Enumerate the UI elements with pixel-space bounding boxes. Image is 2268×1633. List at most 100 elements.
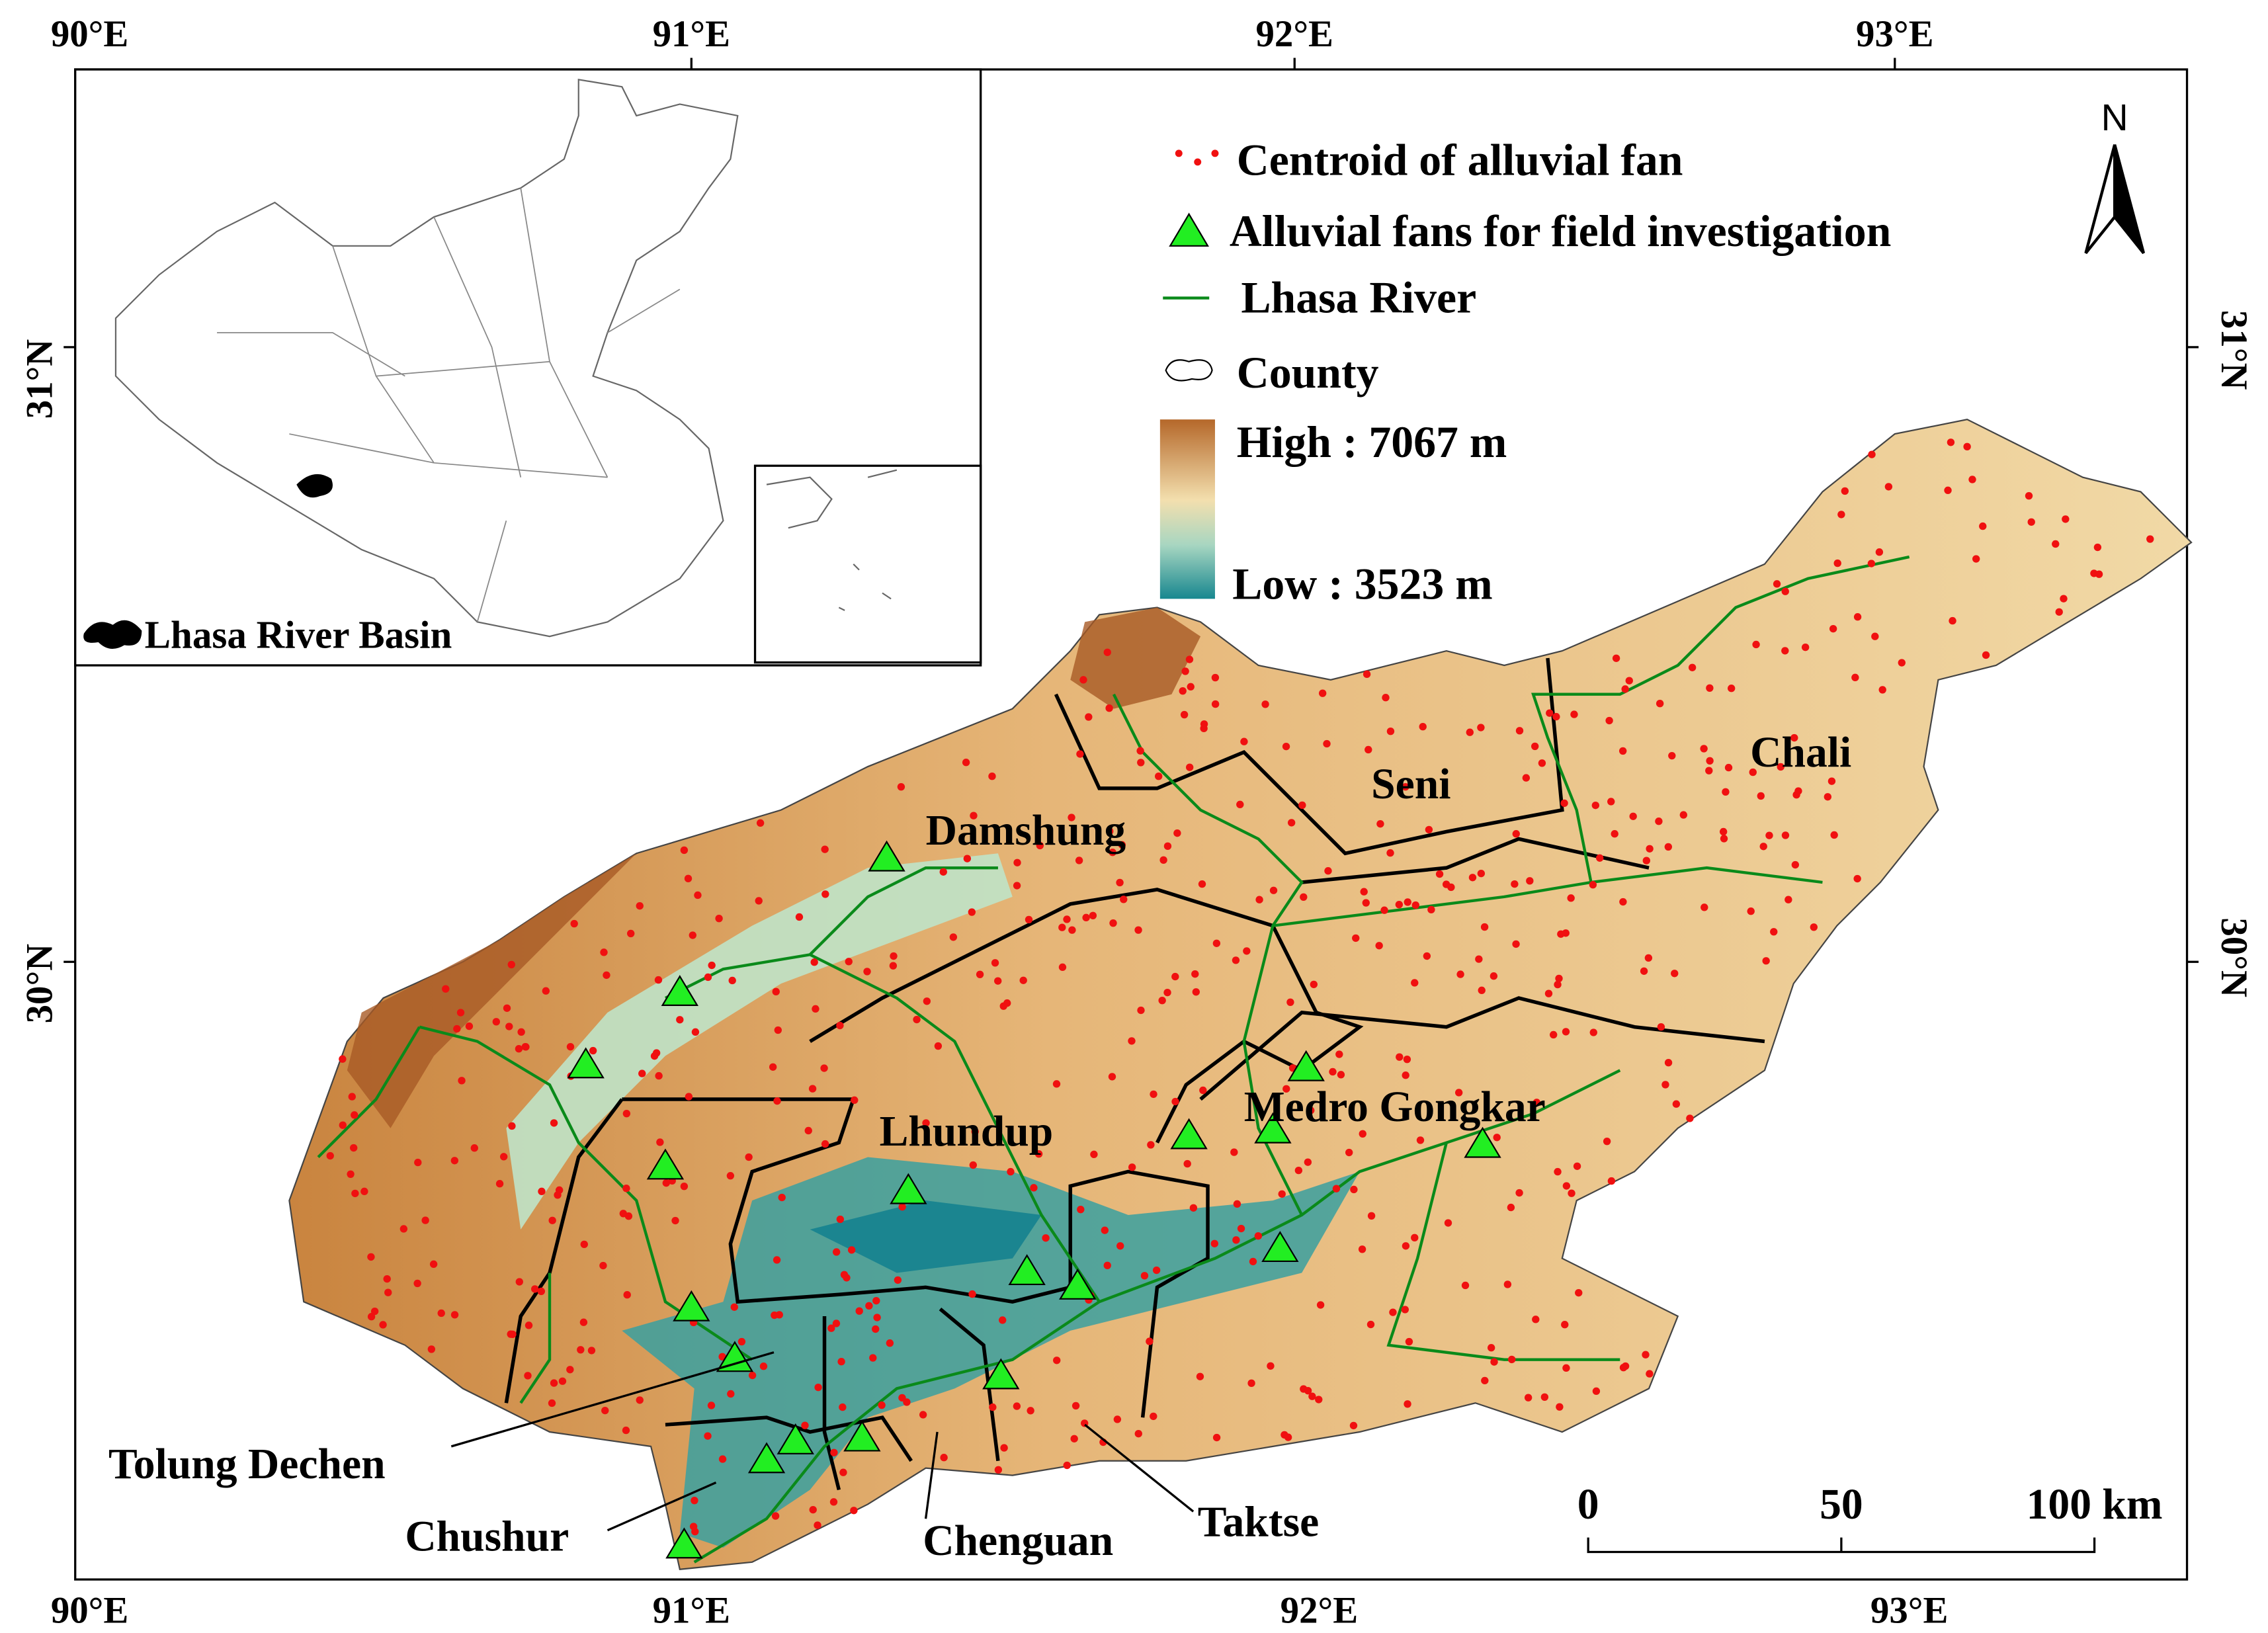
fan-centroid: [1189, 1204, 1198, 1212]
fan-centroid: [2093, 543, 2102, 552]
fan-centroid: [845, 958, 853, 966]
fan-centroid: [1337, 1071, 1345, 1079]
fan-centroid: [889, 962, 898, 970]
fan-centroid: [1134, 926, 1142, 934]
fan-centroid: [970, 812, 978, 819]
fan-centroid: [1968, 476, 1976, 483]
fan-centroid: [1982, 651, 1990, 659]
fan-centroid: [1589, 1028, 1597, 1036]
fan-centroid: [804, 1126, 812, 1135]
field-fan: [1170, 1118, 1208, 1150]
fan-centroid: [694, 891, 702, 900]
fan-centroid: [1871, 632, 1879, 640]
fan-centroid: [898, 1394, 906, 1402]
fan-centroid: [1210, 1239, 1218, 1247]
fan-centroid: [1512, 830, 1520, 838]
leader-line: [607, 1482, 717, 1532]
fan-centroid: [1425, 825, 1433, 834]
fan-centroid: [1352, 934, 1360, 942]
fan-centroid: [850, 1507, 858, 1515]
fan-centroid: [379, 1321, 387, 1329]
fan-centroid: [622, 1426, 630, 1435]
fan-centroid: [1477, 869, 1486, 878]
fan-centroid: [531, 1285, 539, 1293]
fan-centroid: [1304, 1158, 1312, 1166]
fan-centroid: [1785, 896, 1792, 903]
fan-centroid: [1671, 970, 1679, 978]
fan-centroid: [1705, 767, 1713, 775]
fan-centroid: [1589, 881, 1597, 889]
fan-centroid: [715, 914, 723, 923]
county-label: Medro Gongkar: [1244, 1083, 1546, 1131]
fan-centroid: [1171, 972, 1179, 981]
fan-centroid: [1042, 1234, 1050, 1242]
fan-centroid: [1068, 814, 1075, 821]
fan-centroid: [684, 874, 693, 883]
fan-centroid: [538, 1187, 546, 1196]
north-arrow: N: [2084, 97, 2146, 255]
river: [1273, 866, 1823, 927]
fan-centroid: [662, 1179, 670, 1187]
fan-centroid: [499, 1153, 508, 1161]
fan-centroid: [1618, 747, 1627, 755]
river: [693, 1069, 1621, 1564]
fan-centroid: [1405, 1337, 1413, 1346]
province-borders: [217, 188, 681, 622]
fan-centroid: [1255, 896, 1263, 903]
legend-high: High : 7067 m: [1237, 417, 1507, 467]
fan-centroid: [1318, 689, 1327, 697]
lon-label: 92°E: [1255, 13, 1333, 55]
fan-centroid: [548, 1399, 556, 1407]
fan-centroid: [1561, 1321, 1569, 1329]
fan-centroid: [1013, 1402, 1021, 1410]
fan-centroid: [1030, 1184, 1038, 1192]
fan-centroid: [1435, 870, 1444, 878]
field-fan: [868, 840, 905, 872]
fan-centroid: [1538, 759, 1546, 767]
fan-centroid: [339, 1121, 347, 1129]
fan-centroid: [1722, 788, 1730, 796]
fan-centroid: [429, 1260, 438, 1269]
fan-centroid: [1757, 792, 1765, 800]
fan-centroid: [1386, 849, 1394, 857]
fan-centroid: [855, 1307, 863, 1315]
fan-centroid: [350, 1144, 358, 1152]
fan-centroid: [1777, 763, 1785, 771]
fan-centroid: [589, 1046, 597, 1055]
fan-centroid: [1402, 782, 1409, 791]
fan-centroid: [1475, 955, 1483, 963]
fan-centroid: [1103, 1261, 1111, 1269]
fan-centroid: [1137, 759, 1145, 767]
fan-centroid: [1515, 1189, 1523, 1197]
county-label: Damshung: [926, 807, 1126, 855]
fan-centroid: [775, 1311, 783, 1319]
fan-centroid: [1688, 663, 1697, 671]
fan-centroid: [1063, 1461, 1071, 1470]
fan-centroid: [1801, 643, 1810, 651]
fan-centroid: [1759, 843, 1767, 851]
fan-centroid: [1404, 1400, 1411, 1408]
fan-centroid: [773, 1256, 781, 1264]
fan-centroid: [680, 1182, 689, 1191]
fan-centroid: [1187, 683, 1195, 691]
high-terrain: [347, 853, 637, 1128]
fan-centroid: [1200, 724, 1208, 733]
inset-label: Lhasa River Basin: [145, 613, 452, 657]
fan-centroid: [1261, 700, 1269, 708]
fan-centroid: [515, 1045, 523, 1053]
fan-centroid: [919, 1411, 927, 1419]
fan-centroid: [1307, 1107, 1315, 1114]
fan-centroid: [1249, 1257, 1257, 1266]
fan-centroid: [1150, 1412, 1157, 1421]
fan-centroid: [1592, 1387, 1601, 1396]
fan-centroid: [1411, 979, 1419, 987]
river: [317, 1026, 421, 1159]
fan-centroid: [1700, 745, 1708, 753]
fan-centroid: [1611, 830, 1618, 838]
fan-centroid: [963, 855, 972, 862]
fan-centroid: [1019, 976, 1027, 984]
leader-lines: [450, 1351, 1195, 1532]
fan-centroid: [2062, 515, 2070, 523]
fan-centroid: [1646, 845, 1654, 853]
